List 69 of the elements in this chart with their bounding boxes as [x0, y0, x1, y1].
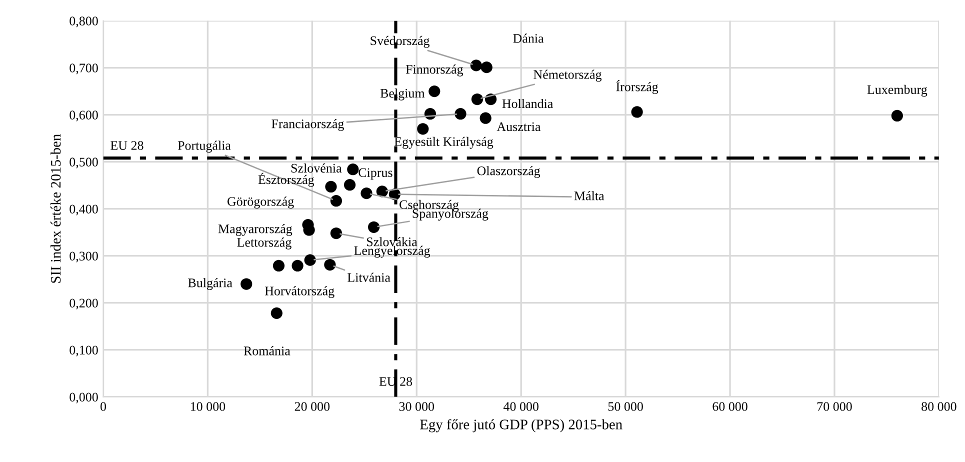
y-tick-label: 0,300 — [70, 252, 98, 262]
x-tick-label: 0 — [100, 402, 106, 411]
point — [330, 195, 342, 207]
point — [325, 180, 337, 193]
data-label: Luxemburg — [867, 84, 928, 97]
data-label: Hollandia — [502, 98, 554, 108]
data-label: Finnország — [406, 64, 464, 76]
y-tick-label: 0,500 — [70, 158, 98, 168]
data-label: Görögország — [227, 196, 294, 209]
y-axis-title: SII index értéke 2015-ben — [50, 134, 61, 283]
data-label: Lettország — [237, 238, 292, 250]
x-tick-label: 60 000 — [712, 402, 748, 411]
x-tick-label: 10 000 — [190, 402, 226, 411]
x-tick-label: 70 000 — [817, 402, 852, 411]
point — [454, 108, 466, 120]
y-tick-label: 0,200 — [70, 298, 98, 310]
point — [368, 221, 380, 233]
point — [480, 112, 492, 124]
data-label: Dánia — [513, 34, 544, 43]
data-label: Lengyelország — [354, 246, 430, 258]
data-label: Szlovénia — [291, 163, 342, 173]
x-axis-title: Egy főre jutó GDP (PPS) 2015-ben — [420, 419, 622, 432]
y-tick-label: 0,100 — [70, 346, 98, 356]
point — [891, 110, 903, 122]
data-label: Bulgária — [188, 278, 232, 290]
point — [344, 179, 356, 191]
point — [360, 188, 372, 200]
data-label: Egyesült Királyság — [394, 136, 494, 149]
data-label: Franciaország — [272, 119, 344, 131]
y-tick-label: 0,700 — [70, 64, 98, 74]
y-tick-label: 0,400 — [70, 204, 98, 216]
data-label: Szlovákia — [366, 237, 418, 246]
point — [240, 278, 252, 290]
point — [428, 85, 440, 98]
point — [292, 260, 304, 272]
point — [330, 227, 342, 240]
x-tick-label: 50 000 — [608, 402, 643, 411]
data-label: Málta — [574, 191, 604, 200]
data-label: Románia — [244, 346, 290, 356]
data-label: Ausztria — [496, 122, 541, 132]
data-label: Belgium — [380, 88, 425, 100]
data-label: Németország — [534, 70, 602, 82]
point — [471, 93, 484, 106]
ref-line-label: EU 28 — [110, 141, 144, 150]
point — [470, 60, 482, 72]
point — [480, 62, 492, 74]
point — [304, 254, 316, 266]
y-tick-label: 0,800 — [70, 16, 98, 28]
point — [270, 307, 282, 319]
data-label: Észtország — [258, 172, 314, 187]
y-tick-label: 0,600 — [70, 110, 98, 122]
point — [324, 258, 336, 271]
data-label: Magyarország — [218, 224, 292, 236]
data-label: Olaszország — [477, 166, 540, 178]
data-label: Horvátország — [264, 286, 334, 298]
data-label: Írország — [616, 80, 658, 94]
data-label: Svédország — [370, 36, 430, 48]
x-tick-label: 30 000 — [399, 402, 434, 411]
x-tick-label: 40 000 — [503, 402, 538, 411]
point — [417, 123, 429, 135]
y-tick-label: 0,000 — [70, 392, 98, 404]
data-label: Ciprus — [358, 168, 392, 180]
data-label: Portugália — [178, 140, 231, 153]
data-label: Litvánia — [348, 272, 390, 282]
x-tick-label: 80 000 — [922, 402, 956, 411]
point — [272, 260, 285, 272]
x-tick-label: 20 000 — [294, 402, 330, 411]
point — [347, 164, 359, 176]
point — [631, 106, 643, 118]
